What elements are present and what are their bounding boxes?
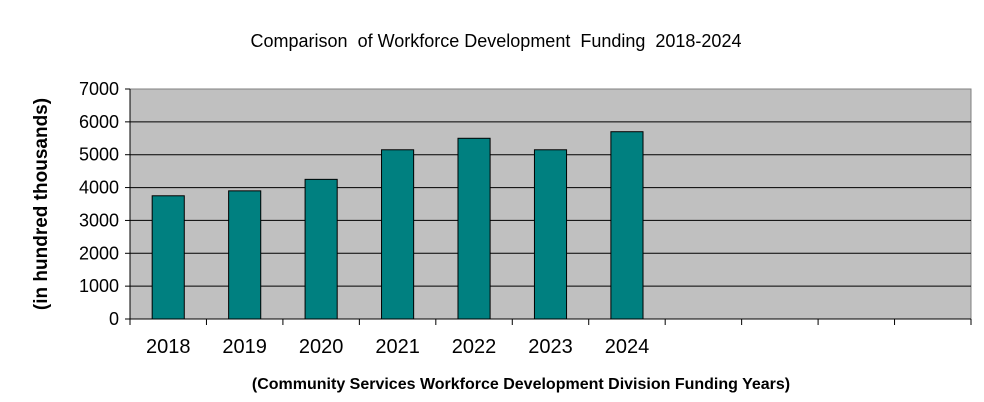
x-tick-label: 2023 [528,336,573,358]
y-tick-label: 5000 [79,145,119,165]
y-tick-label: 7000 [79,79,119,99]
bars [151,131,644,320]
x-tick-label: 2020 [299,336,344,358]
y-axis-label: (in hundred thousands) [31,98,52,310]
x-axis-label: (Community Services Workforce Developmen… [252,376,790,393]
bar-2021 [381,149,415,320]
y-tick-label: 0 [109,309,119,329]
bar-2019 [228,190,262,320]
x-tick-label: 2018 [146,336,191,358]
bar-2023 [533,149,568,320]
y-tick-label: 4000 [79,178,119,198]
bar-2022 [457,137,491,320]
x-tick-label: 2019 [222,336,267,358]
bar-2020 [304,178,338,320]
y-axis: 0 1000 2000 3000 4000 5000 6000 7000 [79,79,131,329]
x-tick-label: 2021 [375,336,420,358]
chart-title: Comparison of Workforce Development Fund… [251,31,742,51]
y-tick-label: 3000 [79,210,119,230]
x-tick-label: 2022 [452,336,497,358]
x-axis: 2018 2019 2020 2021 2022 2023 2024 [129,318,972,358]
bar-2024 [610,131,644,320]
bar-2018 [151,195,185,320]
y-tick-label: 1000 [79,276,119,296]
y-tick-label: 6000 [79,112,119,132]
x-tick-label: 2024 [605,336,650,358]
y-tick-label: 2000 [79,243,119,263]
